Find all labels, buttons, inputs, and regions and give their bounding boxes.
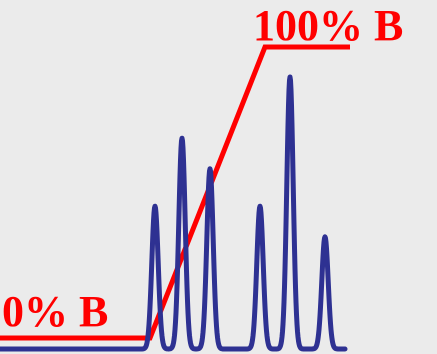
start-composition-label: 0% B: [2, 287, 108, 336]
end-composition-label: 100% B: [253, 1, 403, 50]
chromatogram-trace: [0, 74, 348, 352]
